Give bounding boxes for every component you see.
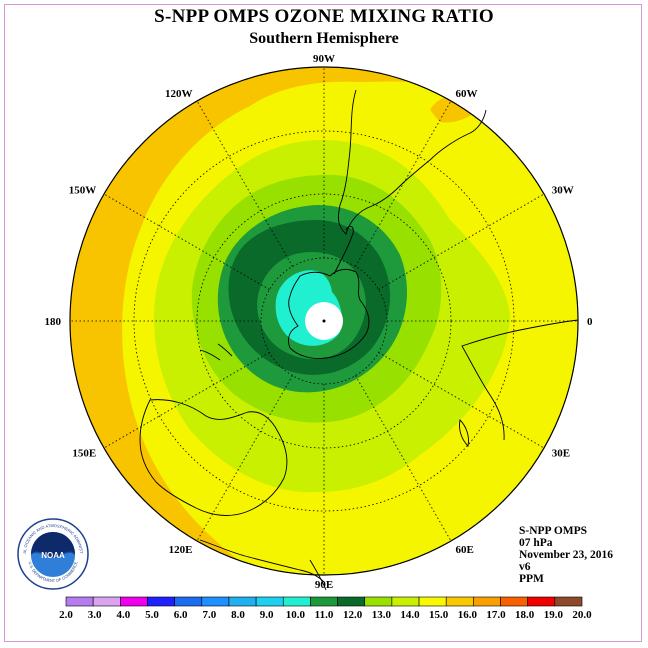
latitude-circle-3 [133,130,515,512]
longitude-label: 120W [165,88,193,100]
logo-text: NOAA [41,551,65,560]
colorbar-swatch [364,596,393,607]
figure-border [4,4,642,642]
info-date: November 23, 2016 [519,549,614,561]
colorbar-label: 6.0 [174,609,188,621]
colorbar-swatch [337,596,366,607]
colorbar-label: 11.0 [315,609,334,621]
longitude-label: 60E [456,544,474,556]
colorbar-swatch [255,596,284,607]
colorbar-label: 20.0 [572,609,592,621]
colorbar-swatch [473,596,501,607]
info-block: S-NPP OMPS 07 hPa November 23, 2016 v6 P… [519,525,613,585]
noaa-logo: NOAA NATIONAL OCEANIC AND ATMOSPHERIC AD… [16,517,89,590]
new-zealand [199,343,233,361]
longitude-label: 30E [552,448,570,460]
antarctic-peninsula [333,225,354,275]
colorbar-label: 13.0 [372,609,392,621]
colorbar-label: 18.0 [515,609,535,621]
map-boundary [69,66,579,576]
colorbar-swatch [120,596,148,607]
colorbar-label: 12.0 [343,609,363,621]
colorbar-swatch [391,596,420,607]
colorbar-swatch [147,596,175,607]
colorbar-label: 17.0 [486,609,506,621]
colorbar-label: 7.0 [202,609,216,621]
australia [139,399,288,516]
colorbar-swatch [500,596,528,607]
colorbar-label: 15.0 [429,609,449,621]
longitude-label: 90E [315,579,333,591]
south-america [337,89,487,235]
colorbar-label: 2.0 [59,609,73,621]
longitude-labels: 0 30W 60W 90W 120W 150W 180 150E 120E 90E 60E 30E [45,53,594,591]
colorbar-swatch [554,596,583,607]
colorbar-swatch [282,596,311,607]
colorbar-swatch [445,596,474,607]
colorbar-labels: 2.0 3.0 4.0 5.0 6.0 7.0 8.0 9.0 10.0 11.0 12.0 13.0… [59,609,592,621]
info-units: PPM [519,573,544,585]
colorbar-label: 19.0 [544,609,564,621]
info-instrument: S-NPP OMPS [519,525,588,537]
longitude-label: 0 [587,316,593,328]
antarctica-coast [287,268,370,359]
colorbar-label: 4.0 [116,609,130,621]
colorbar-swatches [65,596,583,607]
info-level: 07 hPa [519,537,553,549]
africa [461,319,579,441]
colorbar-swatch [418,596,447,607]
longitude-label: 120E [169,544,193,556]
longitude-label: 90W [313,53,335,65]
colorbar-swatch [527,596,556,607]
colorbar-swatch [228,596,257,607]
colorbar-label: 5.0 [145,609,159,621]
graticule [70,67,578,575]
longitude-label: 180 [45,316,62,328]
logo-water [31,552,75,577]
colorbar-swatch [92,596,121,607]
colorbar-swatch [310,596,338,607]
colorbar-swatch [201,596,230,607]
colorbar-label: 16.0 [458,609,478,621]
south-pole-marker [322,319,326,323]
colorbar-swatch [65,596,94,607]
map-subtitle: Southern Hemisphere [249,30,399,47]
longitude-label: 150E [72,448,96,460]
colorbar-label: 9.0 [260,609,274,621]
colorbar-label: 3.0 [88,609,102,621]
longitude-label: 60W [456,88,478,100]
logo-bird [31,532,75,557]
colorbar-label: 10.0 [286,609,306,621]
longitude-label: 150W [69,185,97,197]
info-version: v6 [519,561,531,573]
colorbar-swatch [174,596,203,607]
colorbar: 2.0 3.0 4.0 5.0 6.0 7.0 8.0 9.0 10.0 11.0 12.0 13.0… [59,596,592,621]
colorbar-label: 8.0 [231,609,245,621]
longitude-label: 30W [552,185,574,197]
madagascar [459,419,469,447]
colorbar-label: 14.0 [400,609,420,621]
map-title: S-NPP OMPS OZONE MIXING RATIO [154,6,494,27]
